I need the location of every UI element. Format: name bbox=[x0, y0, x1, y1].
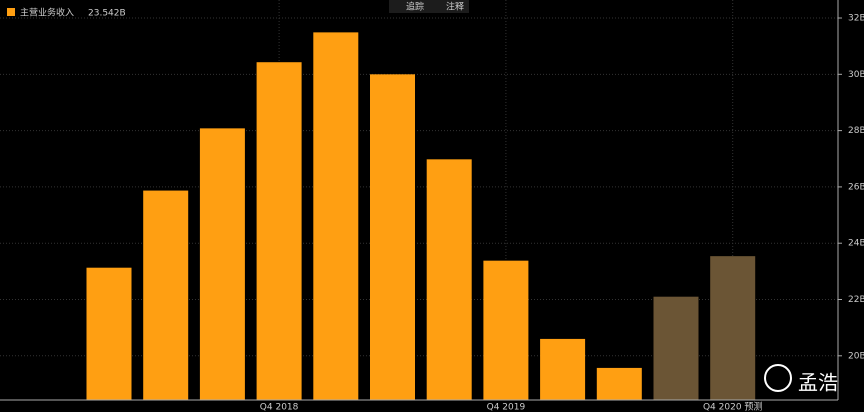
toolbar bbox=[389, 0, 469, 13]
bar bbox=[199, 128, 245, 401]
legend-swatch bbox=[7, 8, 15, 16]
bar bbox=[653, 296, 699, 400]
bar bbox=[540, 338, 586, 400]
watermark: 孟浩 bbox=[798, 371, 838, 395]
y-tick-label: 24B bbox=[848, 239, 864, 249]
bar bbox=[483, 260, 529, 400]
bar bbox=[596, 367, 642, 400]
y-tick-label: 28B bbox=[848, 126, 864, 136]
y-tick-label: 22B bbox=[848, 295, 864, 305]
toolbar-button[interactable]: 追踪 bbox=[406, 1, 424, 13]
y-tick-label: 30B bbox=[848, 70, 864, 80]
bar bbox=[86, 267, 132, 400]
toolbar-button[interactable]: 注释 bbox=[446, 1, 464, 13]
bar bbox=[313, 32, 359, 400]
x-tick-label: Q4 2018 bbox=[260, 403, 299, 412]
watermark-logo bbox=[764, 364, 792, 392]
y-tick-label: 26B bbox=[848, 182, 864, 192]
y-tick-label: 32B bbox=[848, 14, 864, 24]
bar bbox=[256, 62, 302, 400]
bar bbox=[710, 256, 756, 400]
x-tick-label: Q4 2020 预测 bbox=[703, 402, 762, 412]
legend-value: 23.542B bbox=[88, 9, 126, 19]
x-tick-label: Q4 2019 bbox=[487, 403, 526, 412]
bar bbox=[370, 74, 415, 400]
bar bbox=[143, 190, 189, 400]
y-tick-label: 20B bbox=[848, 351, 864, 361]
bar bbox=[426, 159, 472, 400]
legend-label: 主营业务收入 bbox=[20, 7, 74, 19]
